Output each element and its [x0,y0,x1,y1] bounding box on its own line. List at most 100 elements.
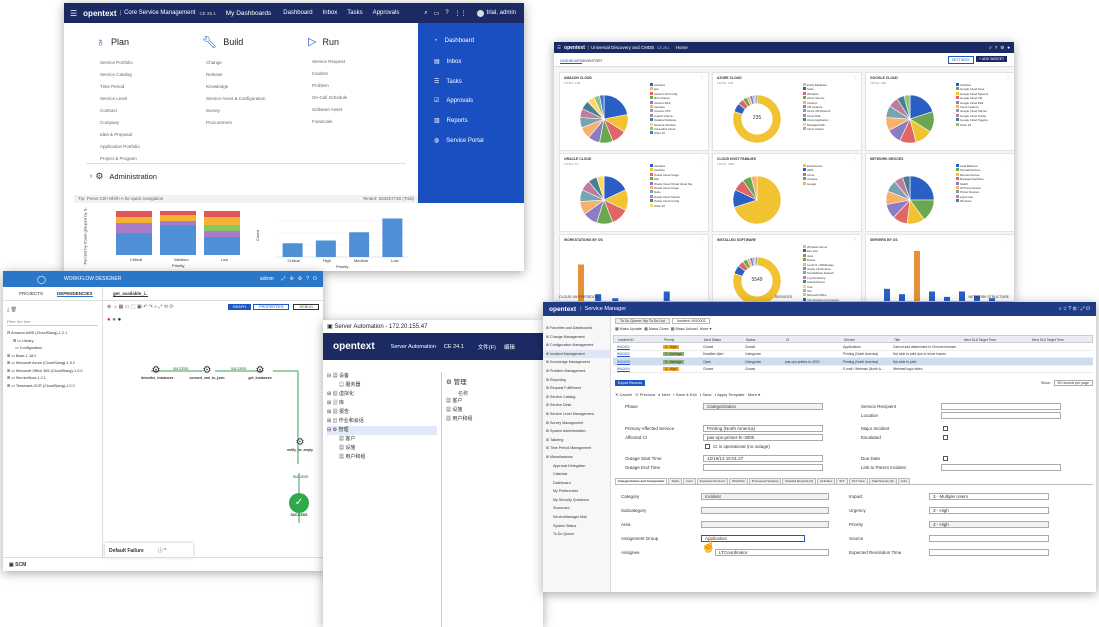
chat-icon[interactable]: ▭ [433,10,440,17]
build-item[interactable]: Procurement [206,120,232,125]
sidebar-item[interactable]: ⊞ Service Catalog [546,394,576,399]
step-get-instances[interactable]: ⚙ get_instances [245,365,275,380]
priority-field[interactable]: 3 - High [929,521,1049,528]
run-item[interactable]: On-Call Schedule [312,95,348,100]
tree-item[interactable]: ⊞ ▭ Library [13,338,34,343]
build-item[interactable]: Survey [206,108,221,113]
nav-approvals[interactable]: Approvals [372,10,400,16]
tree-item[interactable]: ⊞ ▭ Microsoft Azure (CloudSlang)-1.5.2 [7,361,75,365]
form-subtab[interactable]: Attachments (0) [868,478,897,484]
menu-edit[interactable]: 编辑 [503,344,515,351]
tree-item-admin[interactable]: ⊟ ⚙ 管理 [327,426,437,435]
quick-dashboard[interactable]: ◔ Dashboard [434,38,474,44]
link-parent-field[interactable] [941,464,1061,471]
build-item[interactable]: Release [206,72,223,77]
help-icon[interactable]: ? [445,10,449,16]
outage-start-field[interactable]: 12/19/13 15:01:27 [703,455,823,462]
run-item[interactable]: Service Request [312,59,346,64]
run-title[interactable]: Run [322,36,339,47]
sidebar-item[interactable]: Calendar [553,472,568,477]
sidebar-item[interactable]: ⊞ Change Management [546,334,585,339]
form-subtab[interactable]: Processed Solution [748,478,782,484]
form-subtab[interactable]: Workflow [729,478,748,484]
phase-field[interactable]: Categorization [703,403,823,410]
tab-incident[interactable]: Incident: IM10003 [671,318,711,324]
menu-icon[interactable]: ☰ [70,8,78,18]
form-subtab[interactable]: SLT [836,478,848,484]
tree-item-devices[interactable]: ⊟ ▦ 设备 [327,373,350,379]
assignment-group-field[interactable]: Application [701,535,805,542]
column-header[interactable]: Priority [664,338,675,342]
column-header[interactable]: Next SLA Target Time [964,338,996,342]
gear-icon[interactable]: ⚙ [297,276,303,282]
plan-item[interactable]: Company [100,120,120,125]
sidebar-item[interactable]: ⊞ Time Period Management [546,446,592,451]
expand-icon[interactable]: ⤢ [281,276,286,282]
flag-icon[interactable]: ● [117,317,122,323]
sidebar-item[interactable]: Approval Delegation [553,463,586,468]
success-node[interactable]: ✓ SUCCESS [287,493,311,517]
sidebar-item[interactable]: ⊞ Configuration Management [546,343,594,348]
assignee-field[interactable]: LTCoordinator [715,549,829,556]
more-icon[interactable]: ⋮ [853,156,857,161]
form-subtab[interactable]: Cost [683,478,696,484]
menu-file[interactable]: 文件(F) [477,344,496,351]
tree-item[interactable]: ⊟ Amazon AWS (CloudSlang)-1.2.1 [7,331,68,335]
column-header[interactable]: Next SLA Target Time [1032,338,1064,342]
sidebar-item[interactable]: ⊞ Request Fulfillment [546,386,581,391]
form-subtab[interactable]: Jobs [897,478,911,484]
quick-approvals[interactable]: ☑ Approvals [434,98,474,104]
step-describe-instances[interactable]: ⚙ describe_instances [141,365,174,380]
tab-inventory[interactable]: INVENTORY [582,59,603,63]
close-circle-icon[interactable]: ⊗ [107,304,112,310]
sidebar-item[interactable]: ⊞ Knowledge Management [546,360,590,365]
ud-home[interactable]: Home [675,45,688,50]
plan-title[interactable]: Plan [111,37,130,47]
nav-dashboard[interactable]: Dashboard [283,10,313,16]
grid-icon[interactable]: ⋮⋮ [454,10,467,17]
quick-tasks[interactable]: ☰ Tasks [434,79,462,85]
gear-icon[interactable]: ⚙ [1000,44,1005,50]
mass-close-button[interactable]: ▦ Mass Close [644,327,669,331]
column-header[interactable]: Service [844,338,855,342]
due-date-checkbox[interactable] [943,456,948,461]
build-item[interactable]: Knowledge [206,84,229,89]
run-item[interactable]: Software Asset [312,107,343,112]
search-icon[interactable]: ⌕ [424,9,428,16]
help-icon[interactable]: ⓘ ^ [157,548,167,554]
location-field[interactable] [941,412,1061,419]
avatar[interactable]: ● [1007,45,1010,50]
subcategory-field[interactable] [701,507,829,514]
administration-link[interactable]: › ⚙ Administration [90,171,157,181]
quick-service-portal[interactable]: ◍ Service Portal [434,138,484,144]
list-item[interactable]: ▦ 客户 [446,398,463,404]
help-icon[interactable]: ? [306,276,310,282]
nav-inbox[interactable]: Inbox [322,10,338,16]
plan-item[interactable]: Project & Program [100,156,137,161]
column-header[interactable]: Title [894,338,901,342]
filter-input[interactable]: Filter the tree [7,319,98,326]
tab-dashboard[interactable]: DASHBOARD [560,59,583,64]
help-icon[interactable]: ? [994,45,998,50]
sidebar-item[interactable]: My Security Questions [553,497,589,502]
tree-item[interactable]: ⊞ ▭ ServiceNow-1.2.1 [7,376,46,380]
sidebar-item[interactable]: Dashboard [553,480,571,485]
save-exit-button[interactable]: ▪ Save & Exit [673,392,697,397]
column-header[interactable]: Alert Status [704,338,722,342]
sidebar-item[interactable]: ⊞ Service Level Management [546,411,594,416]
escalated-checkbox[interactable] [943,435,948,440]
service-recipient-field[interactable] [941,403,1061,410]
tools-icon[interactable]: ✣ [289,276,294,282]
sidebar-item[interactable]: ⊞ Problem Management [546,368,586,373]
mode-graph[interactable]: GRAPH [227,304,252,310]
success-icon[interactable]: ● [112,317,116,323]
more-icon[interactable]: ⋮ [1006,75,1010,80]
tree-item-facilities[interactable]: ▦ 设施 [339,445,356,451]
stop-icon[interactable]: ● [107,317,111,323]
step-notify[interactable]: ⚙ notify_for_empty [285,437,315,452]
list-item[interactable]: ▦ 用户和组 [446,416,473,422]
user-name[interactable]: trial, admin [486,10,516,16]
run-item[interactable]: Problem [312,83,329,88]
power-icon[interactable]: ⏻ [313,276,317,282]
impact-field[interactable]: 3 - Multiple Users [929,493,1049,500]
